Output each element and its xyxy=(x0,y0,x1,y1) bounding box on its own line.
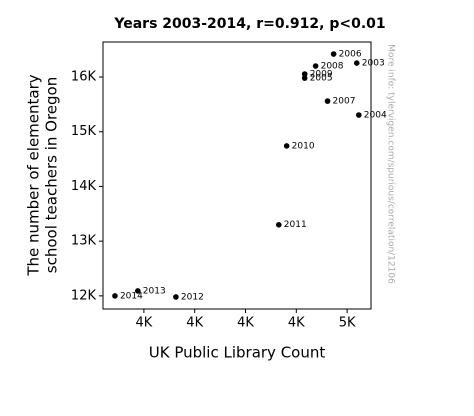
point xyxy=(112,293,118,299)
y-axis-label: The number of elementary xyxy=(25,74,43,276)
point-label: 2011 xyxy=(284,220,307,230)
point-label: 2008 xyxy=(321,62,344,72)
point-label: 2007 xyxy=(333,97,356,107)
point xyxy=(356,112,362,118)
point-label: 2003 xyxy=(362,59,385,69)
y-tick-label: 13K xyxy=(71,234,97,249)
point xyxy=(312,63,319,69)
point-label: 2013 xyxy=(143,286,166,296)
point-label: 2006 xyxy=(339,50,362,60)
y-tick-label: 12K xyxy=(71,288,97,303)
x-tick-label: 4K xyxy=(136,316,153,331)
point-label: 2014 xyxy=(120,291,143,301)
x-tick-label: 4K xyxy=(237,316,254,331)
y-axis-label: school teachers in Oregon xyxy=(43,77,61,273)
point xyxy=(135,288,141,294)
x-tick-label: 4K xyxy=(288,316,305,331)
point xyxy=(301,71,308,77)
y-tick-label: 14K xyxy=(71,179,97,194)
point xyxy=(275,221,282,228)
x-tick-label: 5K xyxy=(339,316,356,331)
point xyxy=(283,143,290,149)
point xyxy=(353,60,360,66)
watermark: More info: tylervigen.com/spurious/corre… xyxy=(386,44,396,284)
point xyxy=(301,75,308,81)
point-label: 2012 xyxy=(181,292,204,302)
x-axis-label: UK Public Library Count xyxy=(149,344,326,362)
y-tick-label: 15K xyxy=(71,124,97,139)
point xyxy=(324,98,331,104)
point-label: 2005 xyxy=(310,74,333,84)
x-tick-label: 4K xyxy=(186,316,203,331)
y-tick-label: 16K xyxy=(71,70,97,85)
point-label: 2004 xyxy=(364,111,387,121)
point-label: 2010 xyxy=(292,141,315,151)
point xyxy=(173,294,179,300)
point xyxy=(330,51,337,57)
plot-frame xyxy=(102,41,372,310)
chart-title: Years 2003-2014, r=0.912, p<0.01 xyxy=(113,16,385,32)
point-label: 2009 xyxy=(310,70,333,80)
